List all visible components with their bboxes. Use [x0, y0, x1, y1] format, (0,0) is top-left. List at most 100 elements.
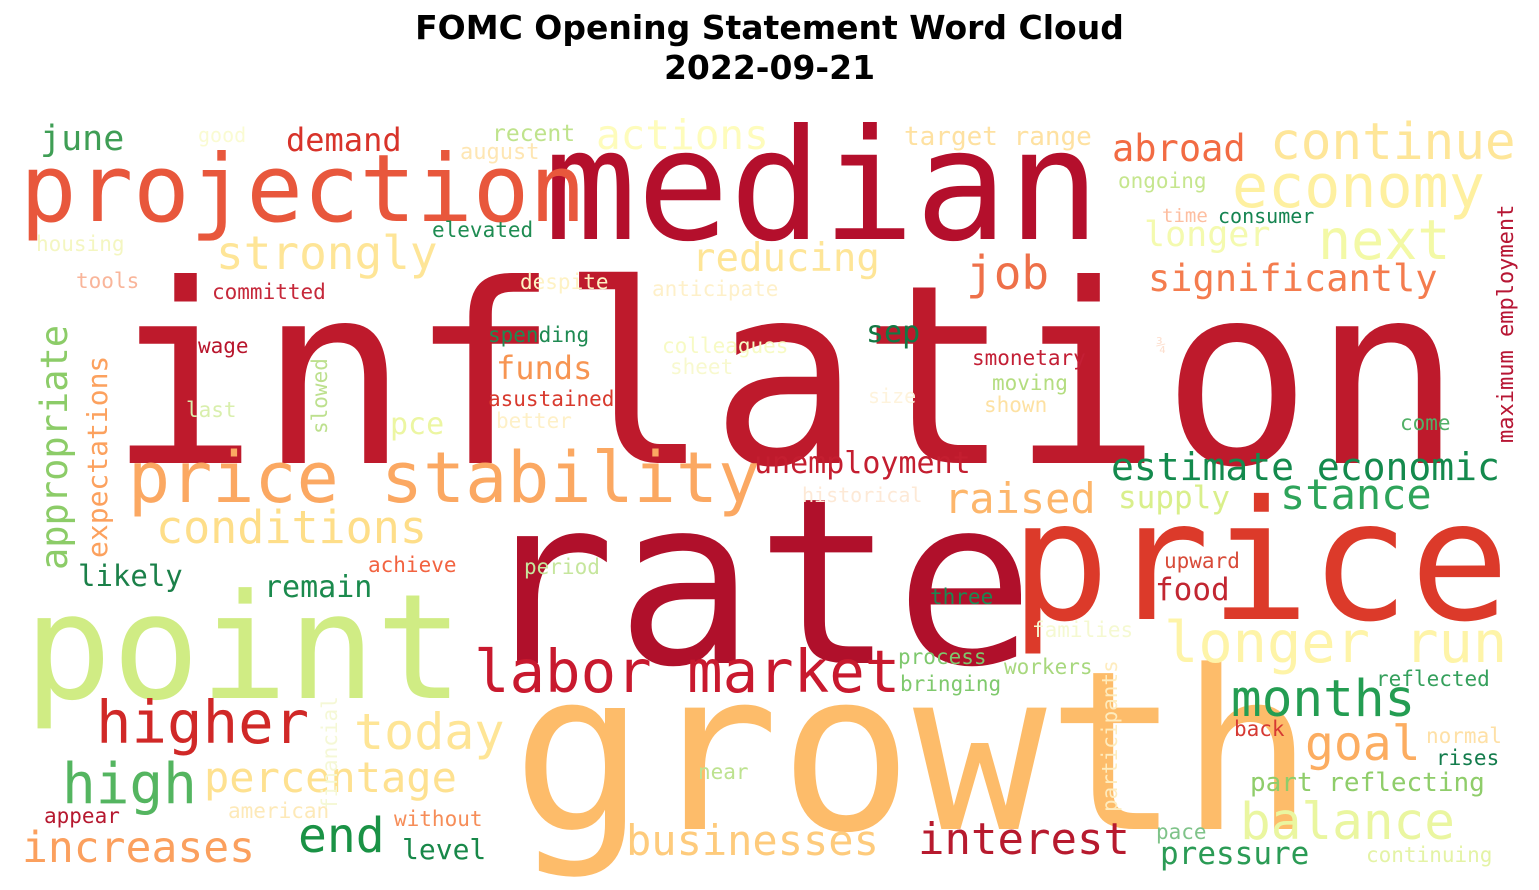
word-longer: longer: [1144, 215, 1271, 255]
word-pace: pace: [1156, 820, 1207, 844]
word-demand: demand: [286, 121, 402, 159]
word-workers: workers: [1004, 655, 1093, 679]
word-actions: actions: [596, 111, 769, 159]
word-financial: financial: [318, 696, 342, 810]
word-job: job: [966, 246, 1050, 300]
word-balance: balance: [1240, 793, 1455, 852]
word-recent: recent: [492, 121, 576, 147]
word-level: level: [402, 833, 487, 866]
word-significantly: significantly: [1148, 257, 1438, 300]
word-growth: growth: [512, 624, 1314, 882]
word-process: process: [898, 645, 987, 669]
word-tools: tools: [76, 269, 140, 293]
word-remain: remain: [264, 570, 373, 605]
word-point: point: [24, 563, 464, 733]
word-interest: interest: [918, 814, 1130, 865]
word-stance: stance: [1280, 470, 1432, 519]
word-near: near: [698, 760, 749, 784]
word-elevated: elevated: [432, 218, 534, 242]
word-normal: normal: [1426, 724, 1502, 748]
word-without: without: [394, 807, 483, 831]
word-committed: committed: [212, 280, 326, 304]
word-june: june: [40, 119, 125, 159]
word-asustained: asustained: [488, 387, 615, 411]
word-participants: participants: [1098, 660, 1122, 812]
word-back: back: [1234, 717, 1285, 741]
word-achieve: achieve: [368, 553, 457, 577]
word-rate: rate: [476, 448, 1035, 718]
word-last: last: [186, 398, 237, 422]
word-unemployment: unemployment: [754, 446, 971, 481]
title-line-1: FOMC Opening Statement Word Cloud: [415, 8, 1124, 47]
word-next: next: [1318, 208, 1451, 272]
word-shown: shown: [984, 393, 1048, 417]
word-better: better: [496, 409, 572, 433]
word-sep: sep: [866, 315, 921, 350]
word-ongoing: ongoing: [1118, 169, 1207, 193]
word-good: good: [198, 123, 247, 147]
word-bringing: bringing: [900, 672, 1002, 696]
word-likely: likely: [78, 559, 183, 593]
word-percentage: percentage: [204, 753, 457, 802]
word-abroad: abroad: [1112, 127, 1246, 170]
word-high: high: [62, 752, 197, 817]
word-families: families: [1032, 618, 1134, 642]
word-sheet: sheet: [670, 355, 734, 379]
word-expectations: expectations: [81, 355, 114, 558]
word-appropriate: appropriate: [33, 324, 76, 570]
word-time: time: [1162, 205, 1208, 227]
word-spending: spending: [488, 323, 590, 347]
word-price: price: [1010, 466, 1510, 659]
word-august: august: [460, 140, 540, 165]
word-american: american: [228, 799, 330, 823]
word-rises: rises: [1436, 746, 1500, 770]
word-months: months: [1231, 670, 1416, 729]
word-three-quarters: ¾: [1156, 336, 1167, 356]
word-supply: supply: [1118, 480, 1230, 516]
word-upward: upward: [1164, 549, 1240, 573]
word-come: come: [1400, 411, 1451, 435]
word-pce: pce: [390, 407, 445, 442]
word-strongly: strongly: [216, 226, 438, 280]
word-economy: economy: [1232, 152, 1485, 222]
word-median: median: [544, 97, 1101, 276]
word-projection: projection: [20, 135, 586, 244]
word-continue: continue: [1270, 113, 1516, 172]
word-despite: despite: [520, 270, 609, 294]
word-estimate-economic: estimate economic: [1111, 445, 1500, 489]
word-historical: historical: [802, 483, 923, 507]
word-colleagues: colleagues: [662, 334, 789, 358]
word-raised: raised: [944, 474, 1096, 523]
word-food: food: [1155, 572, 1230, 608]
word-smonetary: smonetary: [972, 346, 1086, 370]
word-funds: funds: [496, 349, 593, 387]
word-increases: increases: [22, 823, 255, 873]
word-conditions: conditions: [156, 501, 427, 554]
word-part-reflecting: part reflecting: [1250, 768, 1485, 798]
word-goal: goal: [1305, 716, 1421, 772]
word-continuing: continuing: [1366, 843, 1493, 867]
word-size: size: [868, 384, 917, 408]
word-higher: higher: [96, 688, 310, 757]
word-reducing: reducing: [692, 236, 880, 281]
word-reflected: reflected: [1376, 667, 1490, 691]
word-longer-run: longer run: [1164, 610, 1508, 676]
word-wage: wage: [198, 334, 249, 358]
word-three: three: [930, 585, 994, 609]
word-housing: housing: [36, 232, 125, 256]
word-target-range: target range: [904, 122, 1092, 152]
title-line-2: 2022-09-21: [663, 48, 876, 87]
word-price-stability: price stability: [128, 437, 761, 519]
word-businesses: businesses: [626, 816, 879, 865]
word-consumer: consumer: [1218, 204, 1315, 228]
word-slowed: slowed: [308, 358, 332, 434]
word-appear: appear: [44, 804, 120, 828]
word-end: end: [298, 808, 385, 864]
chart-title: FOMC Opening Statement Word Cloud 2022-0…: [0, 8, 1539, 88]
word-pressure: pressure: [1160, 836, 1310, 872]
word-inflation: inflation: [108, 231, 1463, 522]
word-labor-market: labor market: [474, 637, 901, 706]
word-today: today: [354, 703, 505, 761]
word-anticipate: anticipate: [652, 277, 779, 301]
